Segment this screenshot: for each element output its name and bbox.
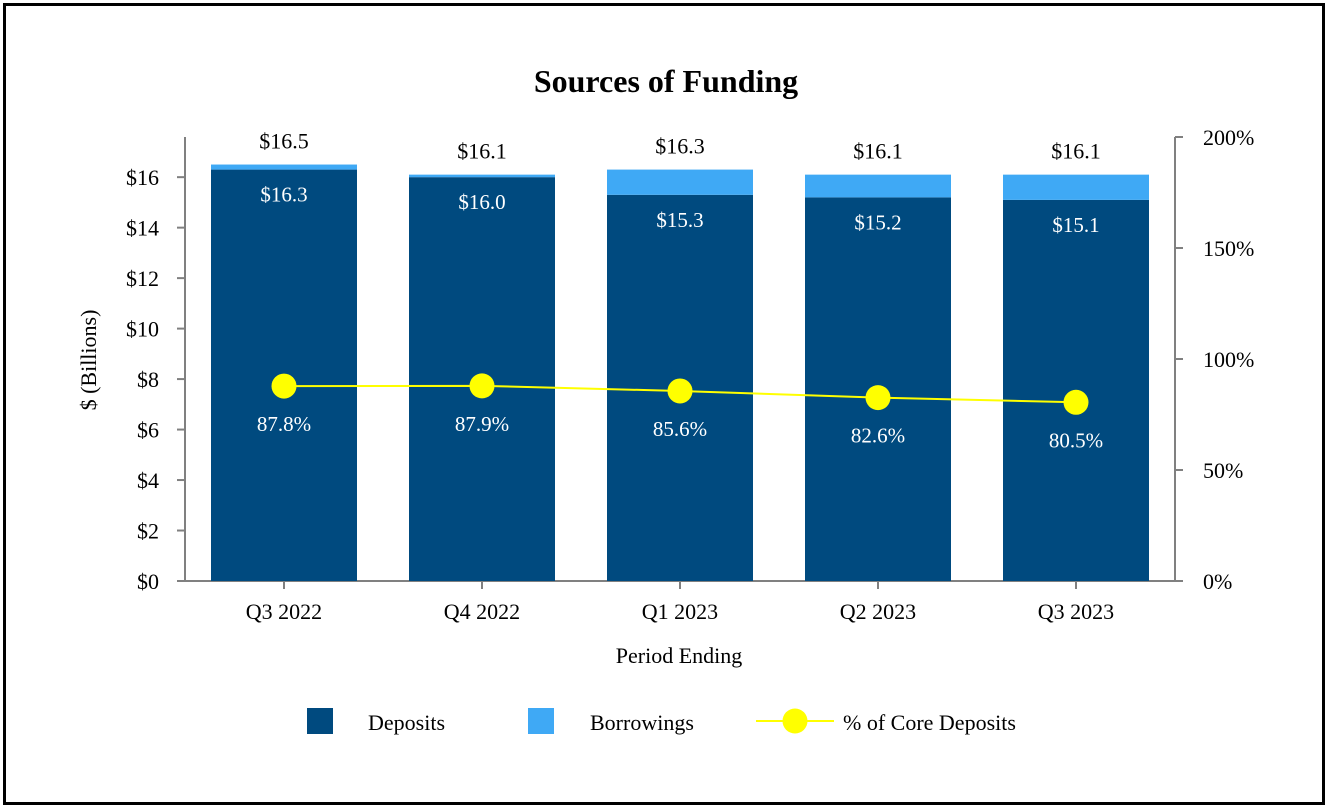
bar-borrowings	[409, 174, 555, 178]
x-tick-label: Q4 2022	[444, 599, 520, 624]
chart-title: Sources of Funding	[534, 63, 798, 99]
legend-swatch-deposits	[307, 708, 333, 734]
y-tick-label: $6	[137, 418, 159, 443]
core-deposits-label: 82.6%	[851, 424, 905, 448]
bar-total-label: $16.1	[1051, 139, 1101, 164]
y-tick-label: $4	[137, 468, 159, 493]
y-tick-label: $12	[126, 266, 159, 291]
legend-label-deposits: Deposits	[368, 710, 445, 735]
y-tick-label: $2	[137, 519, 159, 544]
y-tick-label: $10	[126, 317, 159, 342]
bar-total-label: $16.1	[457, 139, 507, 164]
y2-tick-label: 100%	[1203, 347, 1254, 372]
x-axis-label: Period Ending	[616, 643, 743, 668]
core-deposits-point	[469, 373, 495, 399]
y-tick-label: $16	[126, 165, 159, 190]
core-deposits-point	[271, 373, 297, 399]
deposit-value-label: $16.0	[458, 190, 505, 214]
x-tick-label: Q1 2023	[642, 599, 718, 624]
deposit-value-label: $16.3	[260, 183, 307, 207]
y2-tick-label: 50%	[1203, 458, 1243, 483]
x-tick-label: Q3 2023	[1038, 599, 1114, 624]
y-tick-label: $8	[137, 367, 159, 392]
y2-tick-label: 0%	[1203, 569, 1232, 594]
legend-label-core-deposits: % of Core Deposits	[843, 710, 1016, 735]
core-deposits-point	[865, 385, 891, 411]
x-tick-label: Q2 2023	[840, 599, 916, 624]
legend-label-borrowings: Borrowings	[590, 710, 694, 735]
y2-tick-label: 200%	[1203, 125, 1254, 150]
y-tick-label: $0	[137, 569, 159, 594]
y-tick-label: $14	[126, 216, 159, 241]
bar-total-label: $16.1	[853, 139, 903, 164]
deposit-value-label: $15.2	[854, 210, 901, 234]
core-deposits-label: 85.6%	[653, 417, 707, 441]
bar-total-label: $16.5	[259, 129, 309, 154]
deposit-value-label: $15.1	[1052, 213, 1099, 237]
bar-borrowings	[805, 174, 951, 198]
bar-borrowings	[1003, 174, 1149, 200]
y2-tick-label: 150%	[1203, 236, 1254, 261]
bar-borrowings	[211, 164, 357, 170]
x-tick-label: Q3 2022	[246, 599, 322, 624]
core-deposits-point	[667, 378, 693, 404]
y-axis-label: $ (Billions)	[76, 310, 101, 411]
legend-marker-core-deposits	[782, 708, 808, 734]
legend-swatch-borrowings	[528, 708, 554, 734]
bar-total-label: $16.3	[655, 134, 705, 159]
bar-borrowings	[607, 169, 753, 195]
core-deposits-label: 87.8%	[257, 412, 311, 436]
core-deposits-point	[1063, 389, 1089, 415]
deposit-value-label: $15.3	[656, 208, 703, 232]
core-deposits-label: 87.9%	[455, 412, 509, 436]
core-deposits-label: 80.5%	[1049, 428, 1103, 452]
